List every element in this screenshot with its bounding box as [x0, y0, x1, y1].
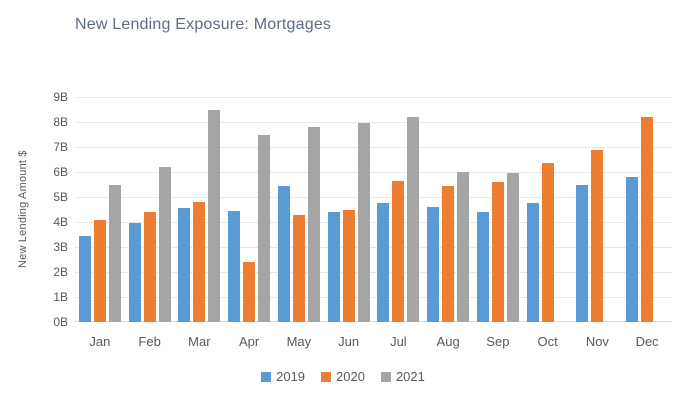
bar-2021-feb	[158, 167, 171, 322]
bar-2020-mar	[193, 202, 206, 322]
bar-2020-oct	[541, 163, 554, 322]
bar-2020-sep	[491, 182, 504, 322]
bar-2020-jan	[93, 219, 106, 322]
bar-2021-sep	[506, 173, 519, 322]
bar-2021-aug	[457, 172, 470, 322]
x-tick-label-apr: Apr	[239, 334, 260, 349]
x-tick-label-jan: Jan	[89, 334, 111, 349]
y-tick-label: 3B	[53, 240, 68, 254]
bar-2021-apr	[258, 134, 271, 322]
x-tick-label-sep: Sep	[486, 334, 510, 349]
bar-2019-jun	[327, 212, 340, 322]
bar-2020-may	[292, 214, 305, 322]
bar-2020-dec	[641, 117, 654, 322]
legend-label-2021: 2021	[395, 369, 425, 384]
y-tick-label: 7B	[53, 140, 68, 154]
legend-swatch-2020	[321, 371, 332, 382]
gridline	[75, 147, 672, 148]
x-tick-label-nov: Nov	[585, 334, 609, 349]
gridline	[75, 197, 672, 198]
y-tick-label: 0B	[53, 315, 68, 329]
legend-swatch-2019	[261, 371, 272, 382]
gridline	[75, 272, 672, 273]
y-tick-label: 1B	[53, 290, 68, 304]
bar-2021-mar	[208, 109, 221, 322]
bar-2019-aug	[427, 207, 440, 322]
legend: 2019 2020 2021	[0, 369, 686, 384]
y-tick-label: 5B	[53, 190, 68, 204]
x-tick-label-oct: Oct	[537, 334, 558, 349]
legend-label-2019: 2019	[276, 369, 306, 384]
bar-2019-jan	[78, 235, 91, 322]
x-tick-label-dec: Dec	[635, 334, 659, 349]
bar-2019-jul	[377, 203, 390, 322]
y-tick-label: 9B	[53, 90, 68, 104]
x-axis-line	[75, 321, 672, 322]
bar-2019-mar	[178, 208, 191, 322]
bar-2020-nov	[591, 149, 604, 322]
gridline	[75, 97, 672, 98]
y-tick-label: 8B	[53, 115, 68, 129]
bar-2019-oct	[526, 203, 539, 322]
gridline	[75, 222, 672, 223]
gridline	[75, 172, 672, 173]
bar-2019-may	[277, 185, 290, 322]
bar-2019-sep	[476, 212, 489, 322]
bar-2021-jun	[357, 123, 370, 322]
bar-2020-jun	[342, 209, 355, 322]
legend-swatch-2021	[380, 371, 391, 382]
chart-title: New Lending Exposure: Mortgages	[75, 16, 332, 33]
plot-area	[75, 97, 672, 322]
gridline	[75, 247, 672, 248]
bar-2019-nov	[576, 184, 589, 322]
bar-2020-feb	[143, 212, 156, 322]
y-tick-label: 6B	[53, 165, 68, 179]
bar-2021-jan	[108, 184, 121, 322]
gridline	[75, 297, 672, 298]
bar-2020-apr	[243, 262, 256, 322]
bar-2019-feb	[128, 223, 141, 322]
y-axis-title: New Lending Amount $	[17, 150, 29, 269]
bar-2021-may	[307, 127, 320, 322]
bar-2019-dec	[626, 177, 639, 322]
x-tick-label-mar: Mar	[188, 334, 211, 349]
x-tick-label-feb: Feb	[138, 334, 161, 349]
bar-2019-apr	[228, 210, 241, 322]
x-tick-label-jun: Jun	[338, 334, 360, 349]
y-tick-label: 4B	[53, 215, 68, 229]
gridline	[75, 122, 672, 123]
x-tick-label-aug: Aug	[436, 334, 460, 349]
bar-2021-jul	[407, 117, 420, 322]
x-tick-label-may: May	[286, 334, 312, 349]
legend-item-2019: 2019	[261, 369, 305, 384]
y-tick-label: 2B	[53, 265, 68, 279]
bar-2020-jul	[392, 180, 405, 322]
legend-item-2020: 2020	[321, 369, 365, 384]
x-tick-label-jul: Jul	[390, 334, 407, 349]
legend-label-2020: 2020	[336, 369, 365, 384]
bar-2020-aug	[442, 185, 455, 322]
legend-item-2021: 2021	[380, 369, 425, 384]
